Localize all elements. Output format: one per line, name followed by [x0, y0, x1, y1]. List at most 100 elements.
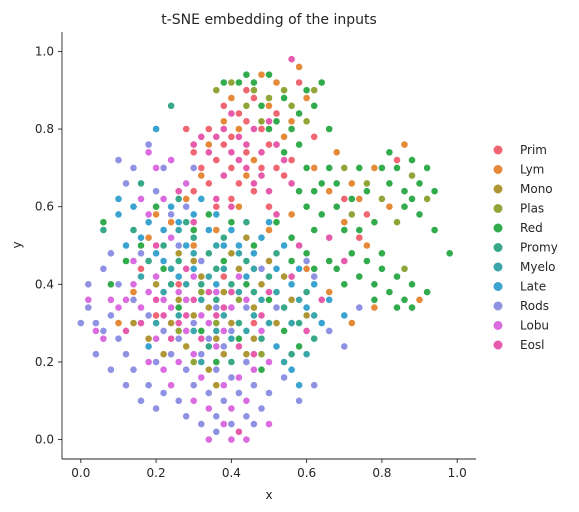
point-prim	[219, 272, 228, 281]
point-lym	[287, 117, 296, 126]
point-red	[377, 264, 386, 273]
point-red	[340, 226, 349, 234]
point-lym	[400, 140, 409, 149]
point-rods	[265, 389, 273, 397]
point-prim	[174, 280, 183, 289]
point-lobu	[144, 148, 153, 157]
point-prim	[257, 163, 266, 172]
point-red	[317, 179, 326, 188]
point-mono	[167, 319, 175, 327]
point-late	[174, 218, 183, 227]
point-late	[310, 280, 319, 289]
point-late	[325, 295, 334, 304]
point-late	[189, 210, 198, 219]
point-eosl	[265, 288, 273, 296]
point-red	[370, 280, 379, 289]
point-plas	[257, 350, 266, 359]
point-lobu	[197, 311, 206, 320]
point-rods	[182, 412, 191, 421]
point-rods	[114, 334, 123, 343]
point-red	[242, 70, 251, 79]
point-eosl	[174, 187, 183, 196]
point-rods	[167, 210, 175, 219]
point-promy	[129, 226, 138, 234]
point-red	[362, 257, 371, 265]
point-eosl	[272, 140, 281, 149]
y-tick-label: 0.6	[35, 200, 54, 214]
point-rods	[107, 249, 115, 258]
point-lobu	[227, 303, 236, 312]
point-eosl	[265, 187, 273, 196]
point-rods	[257, 404, 266, 413]
point-eosl	[234, 427, 243, 436]
point-lobu	[242, 295, 251, 304]
y-tick-label: 0.0	[35, 433, 54, 447]
point-rods	[122, 350, 130, 359]
point-lobu	[242, 435, 251, 444]
point-red	[295, 342, 303, 351]
point-rods	[129, 163, 138, 172]
point-promy	[189, 233, 198, 242]
legend-marker-lym	[492, 164, 504, 175]
point-plas	[362, 179, 371, 188]
legend-label-mono: Mono	[520, 182, 553, 196]
point-rods	[129, 295, 138, 304]
legend-label-prim: Prim	[520, 143, 547, 157]
point-plas	[393, 218, 401, 227]
point-eosl	[295, 241, 303, 250]
point-rods	[227, 326, 236, 335]
point-prim	[234, 109, 243, 118]
point-plas	[249, 86, 258, 95]
point-red	[287, 233, 296, 242]
point-plas	[287, 101, 296, 110]
point-eosl	[182, 264, 191, 273]
point-promy	[295, 319, 303, 327]
point-red	[355, 163, 364, 172]
point-late	[137, 233, 145, 242]
point-lym	[144, 233, 153, 242]
point-rods	[280, 373, 288, 382]
legend-marker-late	[492, 281, 504, 292]
point-mono	[227, 249, 236, 258]
point-promy	[302, 288, 311, 296]
point-lym	[295, 63, 303, 71]
point-lobu	[167, 303, 175, 312]
point-eosl	[204, 148, 213, 157]
point-plas	[212, 86, 221, 95]
y-tick-label: 0.4	[35, 277, 54, 291]
point-rods	[159, 163, 168, 172]
point-prim	[287, 156, 296, 164]
legend-label-late: Late	[520, 280, 546, 294]
point-red	[393, 303, 401, 312]
point-red	[234, 334, 243, 343]
point-red	[355, 272, 364, 281]
point-rods	[144, 140, 153, 149]
point-mono	[219, 288, 228, 296]
point-myelo	[182, 280, 191, 289]
point-lobu	[159, 365, 168, 374]
x-tick-label: 1.0	[448, 466, 467, 480]
point-lobu	[122, 295, 130, 304]
point-eosl	[287, 272, 296, 281]
legend-marker-prim	[492, 144, 504, 156]
point-prim	[362, 210, 371, 219]
point-late	[249, 249, 258, 258]
point-eosl	[174, 319, 183, 327]
legend-label-myelo: Myelo	[520, 260, 556, 274]
point-late	[122, 241, 130, 250]
point-lym	[325, 187, 334, 196]
point-rods	[159, 389, 168, 397]
point-red	[204, 210, 213, 219]
legend-label-lobu: Lobu	[520, 319, 549, 333]
point-lobu	[129, 280, 138, 289]
point-late	[340, 311, 349, 320]
point-lym	[152, 210, 160, 219]
point-lym	[249, 156, 258, 164]
point-late	[129, 202, 138, 211]
point-red	[423, 288, 431, 296]
point-plas	[197, 288, 206, 296]
point-eosl	[152, 295, 160, 304]
point-lobu	[219, 420, 228, 428]
point-rods	[114, 156, 123, 164]
point-mono	[144, 334, 153, 343]
